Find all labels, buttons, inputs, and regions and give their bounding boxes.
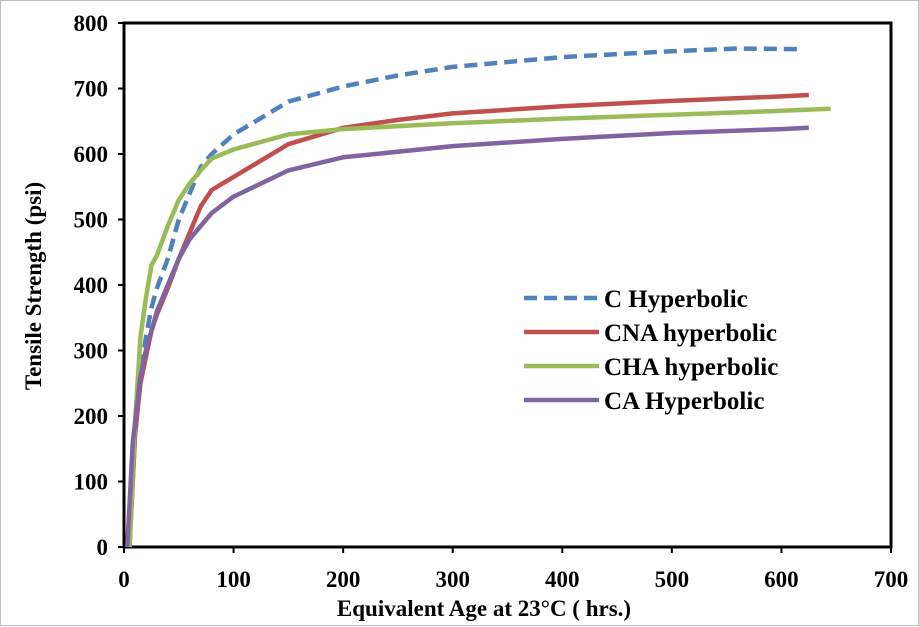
y-tick-label: 300 xyxy=(74,339,109,364)
x-tick-label: 200 xyxy=(326,567,361,592)
x-tick-label: 400 xyxy=(545,567,580,592)
y-tick-label: 0 xyxy=(97,535,109,560)
y-tick-label: 700 xyxy=(74,77,109,102)
y-axis-title: Tensile Strength (psi) xyxy=(21,182,46,390)
series-line-ca-hyperbolic xyxy=(125,125,809,548)
y-tick-label: 800 xyxy=(74,11,109,36)
legend: C Hyperbolic CNA hyperbolic CHA hyperbolic… xyxy=(524,286,778,415)
y-tick-label: 600 xyxy=(74,142,109,167)
x-tick-label: 0 xyxy=(118,567,130,592)
legend-label: CA Hyperbolic xyxy=(604,388,764,415)
series-line-cha-hyperbolic xyxy=(127,106,831,548)
axes-layer: 0 100 200 300 400 500 600 700 0 100 200 300 400 500 60… xyxy=(74,11,909,592)
y-tick-label: 100 xyxy=(74,470,109,495)
x-tick-label: 600 xyxy=(764,567,799,592)
x-tick-label: 500 xyxy=(655,567,690,592)
x-tick-label: 700 xyxy=(874,567,909,592)
plot-border xyxy=(122,21,893,549)
y-tick-label: 500 xyxy=(74,208,109,233)
x-axis-title: Equivalent Age at 23°C ( hrs.) xyxy=(337,596,631,621)
series-layer xyxy=(125,46,831,548)
x-tick-label: 100 xyxy=(216,567,251,592)
legend-label: C Hyperbolic xyxy=(604,286,748,313)
y-tick-label: 400 xyxy=(74,273,109,298)
legend-label: CHA hyperbolic xyxy=(604,354,778,381)
x-tick-label: 300 xyxy=(435,567,470,592)
y-tick-label: 200 xyxy=(74,404,109,429)
legend-label: CNA hyperbolic xyxy=(604,320,777,347)
plot-area xyxy=(122,21,893,549)
